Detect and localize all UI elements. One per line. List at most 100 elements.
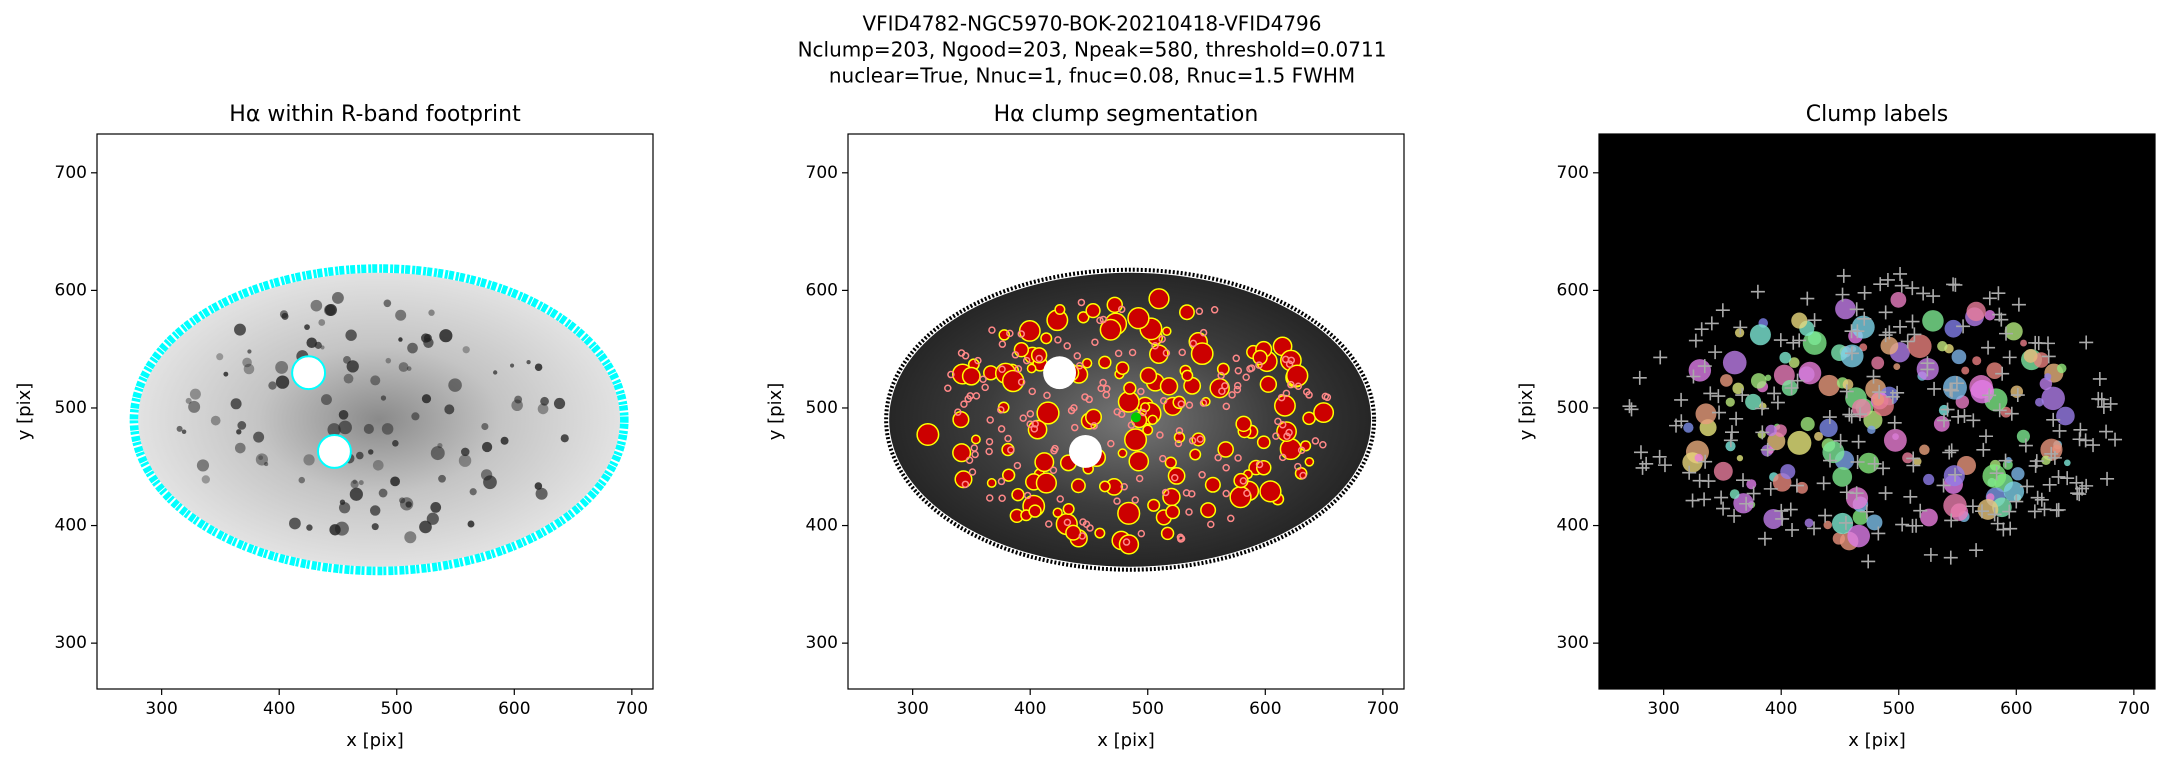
clump-contour xyxy=(1148,288,1170,310)
mask xyxy=(291,355,327,391)
peak xyxy=(1234,366,1243,375)
label-blob xyxy=(1732,382,1744,395)
hii-region xyxy=(201,475,210,484)
clump-marker xyxy=(1632,370,1647,385)
clump-contour xyxy=(1127,307,1150,330)
clump-marker xyxy=(1736,473,1751,488)
hii-region xyxy=(253,431,265,443)
clump-contour xyxy=(1147,414,1158,425)
clump-marker xyxy=(2034,492,2049,507)
clump-contour xyxy=(1052,507,1063,518)
y-tick-label: 400 xyxy=(806,516,838,536)
clump-marker xyxy=(1873,277,1888,292)
clump-marker xyxy=(2079,335,2094,350)
clump-marker xyxy=(2070,486,2085,501)
hii-region xyxy=(306,337,318,349)
hii-region xyxy=(314,341,322,349)
label-blob xyxy=(1804,518,1814,528)
clump-contour xyxy=(1142,424,1154,436)
hii-region xyxy=(458,454,472,467)
label-blob xyxy=(1720,374,1733,387)
clump-marker xyxy=(1708,345,1723,360)
peak xyxy=(1297,446,1306,455)
hii-region xyxy=(423,334,432,343)
clump-marker xyxy=(1998,453,2013,468)
clump-marker xyxy=(1849,486,1864,501)
clump-contour xyxy=(1179,304,1195,321)
hii-region xyxy=(275,360,289,374)
clump-marker xyxy=(1982,388,1997,403)
clump-marker xyxy=(1951,409,1966,424)
peak xyxy=(1022,356,1031,365)
peak xyxy=(1232,354,1240,363)
hii-region xyxy=(438,474,446,483)
clump-marker xyxy=(1907,327,1922,342)
peak xyxy=(1214,453,1222,462)
clump-contour xyxy=(1098,355,1112,370)
clump-marker xyxy=(1760,442,1775,457)
clump-marker xyxy=(1850,455,1865,470)
clump-contour xyxy=(1026,363,1037,374)
hii-region xyxy=(358,480,364,486)
x-tick-label: 700 xyxy=(1367,699,1399,719)
peak xyxy=(1070,423,1079,432)
label-blob xyxy=(1871,393,1885,406)
hii-region xyxy=(381,423,394,435)
clump-marker xyxy=(2051,469,2066,484)
clump-marker xyxy=(1878,486,1893,501)
galaxy-edge xyxy=(884,267,1377,572)
peak xyxy=(985,437,994,446)
clump-contour xyxy=(1162,487,1181,507)
clump-marker xyxy=(1909,518,1924,533)
peak xyxy=(988,326,996,334)
clump-marker xyxy=(1703,386,1718,401)
clump-marker xyxy=(1755,401,1770,416)
peak xyxy=(1221,382,1229,390)
hii-region xyxy=(279,310,288,319)
peak xyxy=(1199,399,1208,407)
peak xyxy=(1107,439,1115,448)
hii-region xyxy=(196,459,210,472)
clump-marker xyxy=(1807,313,1822,328)
label-blob xyxy=(1943,375,1967,400)
peak xyxy=(1006,329,1014,338)
hii-region xyxy=(444,404,455,415)
hii-region xyxy=(398,337,403,342)
peak xyxy=(1011,351,1020,359)
footprint-contour xyxy=(129,264,629,576)
label-blob xyxy=(2035,397,2044,407)
label-blob xyxy=(1787,430,1812,455)
clump-marker xyxy=(1785,522,1800,537)
peak xyxy=(1117,305,1126,314)
peak xyxy=(986,494,994,502)
label-blob xyxy=(2000,406,2012,418)
clump-marker xyxy=(1800,291,1815,306)
clump-marker xyxy=(1724,425,1739,440)
peak xyxy=(1158,335,1166,343)
clump-marker xyxy=(1944,513,1959,528)
label-blob xyxy=(1745,393,1762,410)
peak xyxy=(1035,354,1043,363)
clump-marker xyxy=(1859,504,1874,519)
clump-contour xyxy=(1164,456,1177,469)
clump-marker xyxy=(1786,335,1801,350)
hii-region xyxy=(430,502,442,513)
clump-marker xyxy=(2002,504,2017,519)
clump-marker xyxy=(1750,284,1765,299)
panel-title: Hα clump segmentation xyxy=(994,102,1259,127)
y-tick-label: 500 xyxy=(806,398,838,418)
clump-marker xyxy=(1943,550,1958,565)
peak xyxy=(1207,520,1215,529)
clump-marker xyxy=(1880,272,1895,287)
x-tick-label: 400 xyxy=(1014,699,1046,719)
clump-marker xyxy=(1957,408,1972,423)
clump-marker xyxy=(1894,278,1909,293)
clump-contour xyxy=(1011,488,1025,502)
y-axis-label: y [pix] xyxy=(1516,383,1537,441)
hii-region xyxy=(247,349,252,354)
clump-marker xyxy=(1763,481,1778,496)
y-tick-label: 600 xyxy=(806,280,838,300)
clump-marker xyxy=(2003,521,2018,536)
peak xyxy=(1228,391,1236,399)
clump-marker xyxy=(1940,402,1955,417)
